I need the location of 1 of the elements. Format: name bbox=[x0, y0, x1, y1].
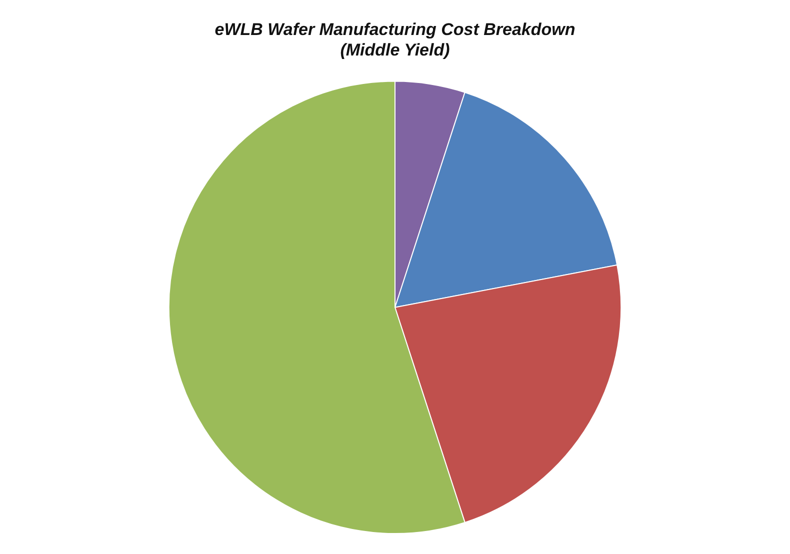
chart-title: eWLB Wafer Manufacturing Cost Breakdown (Middle Yield) bbox=[214, 20, 576, 60]
